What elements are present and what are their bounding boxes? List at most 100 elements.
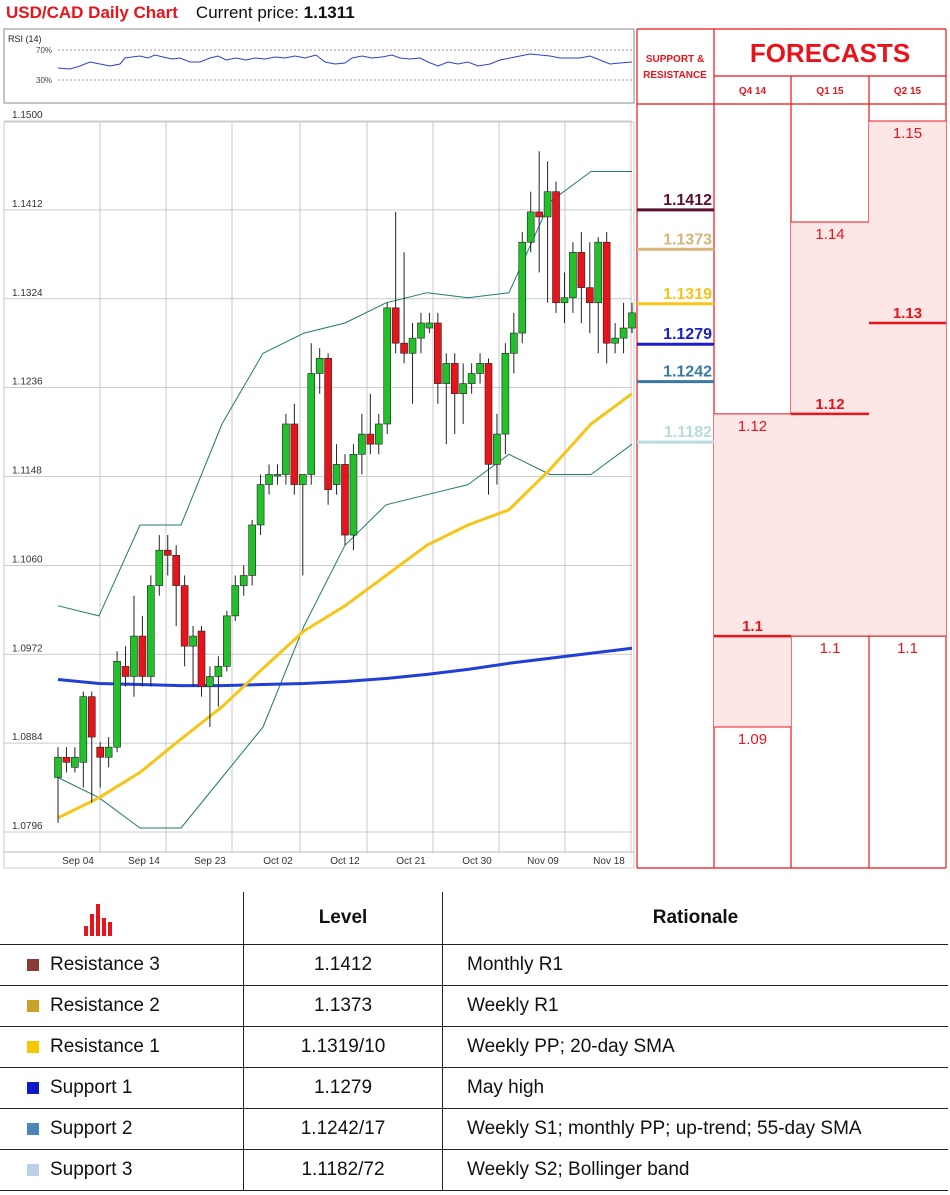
level-color-swatch [27,1000,39,1012]
candle-body [223,615,231,667]
candle-body [493,433,501,465]
y-tick-label: 1.0884 [12,732,43,743]
usdcad-chart: RSI (14) 70% 30% 1.1500 1.1412 1.1324 1.123… [3,28,947,869]
candle [450,353,459,435]
rsi-70-label: 70% [36,46,52,55]
candle [290,403,299,495]
candle [619,302,628,354]
candle-body [501,352,510,435]
candle-body [526,211,535,243]
candle [585,242,594,334]
candle [298,474,307,576]
candle-body [189,635,197,647]
candle-body [298,474,307,485]
candle-body [214,666,223,677]
candle-body [510,332,518,354]
forecast-panel: SUPPORT & RESISTANCE FORECASTS Q4 14 Q1 1… [636,28,947,869]
candle-body [248,524,256,576]
x-tick-label: Sep 04 [62,856,94,867]
bar-chart-icon [84,904,112,936]
x-tick-label: Nov 18 [593,856,625,867]
sr-title-1: SUPPORT & [646,54,704,65]
table-row: Support 3 1.1182/72 Weekly S2; Bollinger b… [0,1149,948,1191]
bollinger-upper-line [57,171,632,617]
candle [341,454,349,546]
candle-body [197,630,206,687]
candle [628,302,636,334]
level-name: Resistance 1 [0,1026,244,1068]
candle-body [349,453,358,536]
level-value: 1.1412 [243,944,443,986]
forecasts-title: FORECASTS [750,38,910,68]
candle [147,575,155,687]
level-name: Support 1 [0,1067,244,1109]
candle-body [324,358,332,490]
candle [434,312,442,404]
x-tick-label: Oct 02 [263,856,293,867]
candle-body [130,635,138,677]
current-price-value: 1.1311 [303,3,355,22]
candle [307,343,316,485]
candle [189,625,197,687]
candle-body [628,312,636,329]
candle-body [239,575,248,586]
candle [87,691,96,803]
chart-title: USD/CAD Daily Chart [6,3,178,22]
candle [484,358,493,495]
sr-value: 1.1373 [663,231,712,248]
level-color-swatch [27,1082,39,1094]
candle-body [611,337,619,344]
candle-body [518,241,527,334]
y-axis: 1.1500 1.1412 1.1324 1.1236 1.1148 1.1060 1.09… [12,110,43,832]
candle [577,232,586,323]
level-name: Support 3 [0,1149,244,1191]
candle [518,232,527,344]
candle-body [400,342,408,354]
candle [501,343,510,455]
candle-body [113,661,121,748]
y-tick-label: 1.1236 [12,377,43,388]
rsi-label: RSI (14) [8,34,42,44]
forecast-range [714,413,791,727]
forecast-label: 1.13 [893,305,922,322]
candle [552,181,560,313]
candle [408,322,417,404]
candle-body [79,696,88,763]
candle-body [391,307,400,344]
candle [96,742,105,788]
candle-body [366,433,375,445]
candle [374,413,383,455]
candle [231,575,240,621]
y-tick-label: 1.0796 [12,821,43,832]
forecast-label: 1.15 [893,125,922,142]
candle-body [552,191,560,304]
table-row: Resistance 3 1.1412 Monthly R1 [0,944,948,986]
sr-value: 1.1412 [663,192,712,209]
candle-body [442,363,451,384]
candle-body [594,241,603,304]
candle [54,747,62,823]
candle-body [476,363,484,374]
candle [391,211,400,354]
candle [248,519,256,586]
candle-body [383,307,392,425]
candle-body [155,549,164,586]
table-row: Resistance 1 1.1319/10 Weekly PP; 20-day S… [0,1026,948,1068]
forecast-col-header: Q4 14 [739,86,767,97]
candle-body [307,373,316,475]
candle-body [180,585,189,647]
candle [113,651,121,753]
candle-body [231,585,240,617]
candle [400,252,408,364]
candle [121,646,130,687]
level-rationale: Weekly S1; monthly PP; up-trend; 55-day … [442,1108,948,1150]
candle [197,625,206,697]
candle-body [265,474,273,485]
table-row: Resistance 2 1.1373 Weekly R1 [0,985,948,1027]
candle-body [172,554,180,586]
candle-body [332,464,341,485]
candle [476,353,484,384]
bollinger-lower-line [57,443,633,829]
candle [214,656,223,707]
level-name: Resistance 3 [0,944,244,986]
